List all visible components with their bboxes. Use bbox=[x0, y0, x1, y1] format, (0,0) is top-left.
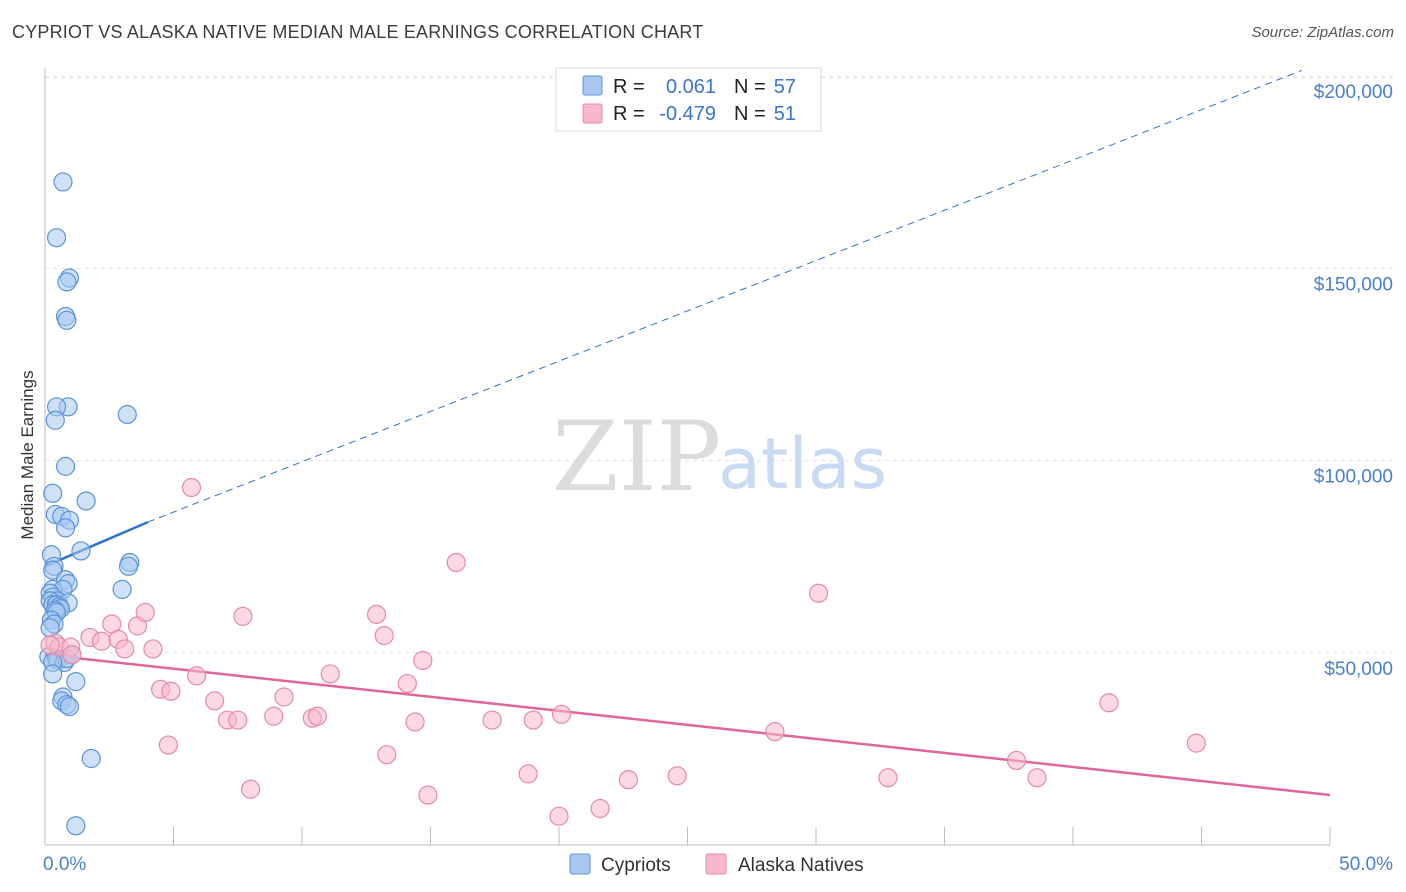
point-alaska-natives-21 bbox=[274, 687, 294, 707]
point-cypriots-28 bbox=[112, 579, 132, 599]
point-alaska-natives-8 bbox=[115, 639, 135, 659]
point-cypriots-1 bbox=[46, 228, 67, 248]
point-cypriots-55 bbox=[81, 748, 101, 769]
point-alaska-natives-26 bbox=[320, 664, 340, 684]
point-cypriots-22 bbox=[118, 556, 139, 576]
trend-layer bbox=[44, 69, 1331, 797]
point-alaska-natives-43 bbox=[765, 722, 785, 742]
point-alaska-natives-28 bbox=[374, 625, 394, 646]
legend: R = 0.061 N = 57 R = -0.479 N = 51 bbox=[555, 67, 822, 132]
point-alaska-natives-32 bbox=[413, 650, 433, 671]
source-label: Source: ZipAtlas.com bbox=[1251, 24, 1394, 41]
grid-layer: $50,000 $100,000 $150,000 $200,000 bbox=[45, 75, 1393, 680]
point-cypriots-20 bbox=[43, 560, 63, 580]
point-cypriots-54 bbox=[59, 697, 80, 717]
point-alaska-natives-23 bbox=[241, 779, 261, 799]
point-alaska-natives-10 bbox=[135, 602, 155, 623]
point-alaska-natives-30 bbox=[397, 673, 417, 694]
point-alaska-natives-33 bbox=[418, 785, 438, 805]
legend-r-value-1: -0.479 bbox=[659, 103, 716, 125]
watermark-atlas: atlas bbox=[718, 423, 887, 505]
x-tick-label-max: 50.0% bbox=[1339, 854, 1393, 875]
point-cypriots-3 bbox=[57, 272, 77, 292]
point-cypriots-8 bbox=[45, 410, 65, 430]
point-cypriots-17 bbox=[71, 541, 91, 561]
trend-line-cypriots bbox=[44, 520, 149, 568]
y-axis-label: Median Male Earnings bbox=[18, 370, 37, 539]
point-alaska-natives-44 bbox=[808, 583, 829, 603]
point-cypriots-50 bbox=[66, 672, 86, 692]
point-alaska-natives-3 bbox=[62, 645, 82, 665]
point-alaska-natives-45 bbox=[878, 768, 898, 788]
watermark: ZIP atlas bbox=[552, 401, 887, 513]
point-cypriots-56 bbox=[66, 816, 86, 836]
point-alaska-natives-25 bbox=[307, 706, 328, 726]
bottom-legend: Cypriots Alaska Natives bbox=[569, 853, 864, 876]
point-alaska-natives-31 bbox=[405, 712, 425, 732]
point-cypriots-9 bbox=[117, 404, 137, 425]
y-tick-label-0: $50,000 bbox=[1324, 659, 1393, 680]
point-alaska-natives-14 bbox=[181, 477, 202, 498]
point-alaska-natives-39 bbox=[549, 806, 569, 826]
bottom-legend-swatch-alaska-natives bbox=[705, 853, 727, 875]
point-alaska-natives-13 bbox=[161, 681, 181, 701]
point-alaska-natives-27 bbox=[366, 604, 387, 624]
legend-r-value-0: 0.061 bbox=[666, 76, 716, 98]
point-cypriots-16 bbox=[55, 518, 76, 538]
axis-layer bbox=[44, 68, 1331, 846]
point-cypriots-11 bbox=[43, 483, 63, 503]
point-cypriots-12 bbox=[76, 491, 96, 511]
points-layer bbox=[39, 172, 1206, 836]
point-alaska-natives-50 bbox=[40, 635, 60, 655]
bottom-legend-swatch-cypriots bbox=[569, 853, 591, 875]
point-alaska-natives-5 bbox=[91, 631, 112, 651]
point-cypriots-10 bbox=[55, 456, 76, 476]
point-alaska-natives-40 bbox=[590, 798, 610, 819]
point-cypriots-49 bbox=[43, 664, 63, 684]
chart-title: CYPRIOT VS ALASKA NATIVE MEDIAN MALE EAR… bbox=[12, 22, 704, 42]
point-alaska-natives-41 bbox=[618, 770, 638, 790]
point-alaska-natives-37 bbox=[523, 710, 543, 730]
point-alaska-natives-35 bbox=[482, 710, 502, 730]
point-alaska-natives-29 bbox=[377, 745, 397, 765]
point-alaska-natives-15 bbox=[187, 666, 207, 686]
point-alaska-natives-42 bbox=[667, 766, 687, 786]
point-alaska-natives-16 bbox=[205, 691, 225, 711]
trend-line-cypriots-extension bbox=[147, 69, 1302, 523]
x-tick-label-min: 0.0% bbox=[43, 854, 86, 875]
point-alaska-natives-46 bbox=[1006, 750, 1027, 771]
y-tick-label-3: $200,000 bbox=[1314, 82, 1393, 103]
legend-n-label-0: N = bbox=[734, 76, 766, 98]
point-alaska-natives-20 bbox=[264, 706, 284, 726]
point-alaska-natives-19 bbox=[233, 606, 253, 626]
point-alaska-natives-38 bbox=[551, 704, 572, 724]
watermark-zip: ZIP bbox=[552, 401, 721, 513]
y-tick-label-2: $150,000 bbox=[1314, 274, 1393, 295]
legend-n-value-1: 51 bbox=[774, 103, 796, 125]
point-alaska-natives-22 bbox=[158, 735, 178, 755]
legend-swatch-alaska-natives bbox=[582, 103, 603, 124]
point-alaska-natives-49 bbox=[1186, 733, 1206, 753]
bottom-legend-label-alaska-natives: Alaska Natives bbox=[738, 855, 864, 876]
point-alaska-natives-36 bbox=[518, 764, 538, 784]
legend-r-label-1: R = bbox=[613, 103, 645, 125]
legend-n-value-0: 57 bbox=[774, 76, 796, 98]
point-alaska-natives-34 bbox=[446, 552, 466, 573]
point-cypriots-5 bbox=[57, 310, 77, 330]
point-cypriots-0 bbox=[53, 172, 73, 192]
point-alaska-natives-47 bbox=[1027, 768, 1047, 788]
legend-r-label-0: R = bbox=[613, 76, 645, 98]
legend-n-label-1: N = bbox=[734, 103, 766, 125]
trend-line-alaska-natives bbox=[44, 653, 1331, 797]
point-alaska-natives-48 bbox=[1099, 693, 1119, 713]
point-alaska-natives-18 bbox=[228, 710, 248, 730]
point-alaska-natives-11 bbox=[143, 639, 163, 659]
bottom-legend-label-cypriots: Cypriots bbox=[601, 855, 671, 876]
legend-swatch-cypriots bbox=[582, 75, 603, 96]
y-tick-label-1: $100,000 bbox=[1314, 467, 1393, 488]
